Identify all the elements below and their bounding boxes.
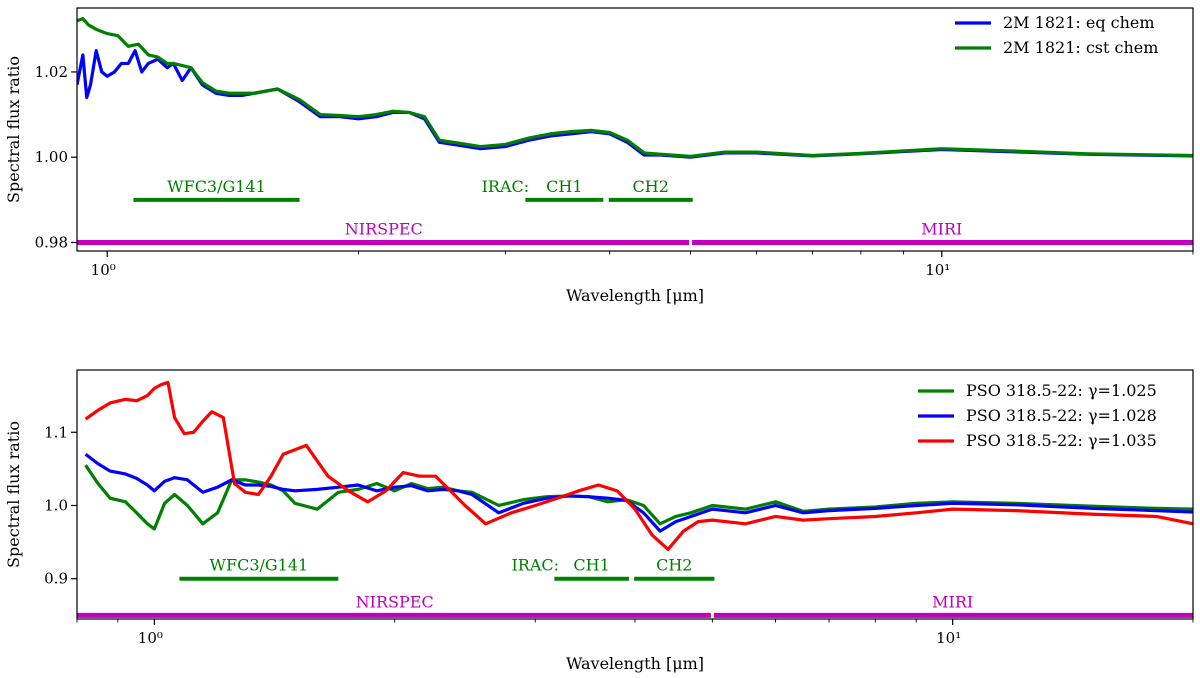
ch1-label: CH1 bbox=[546, 177, 582, 196]
y-tick-label: 1.1 bbox=[44, 423, 68, 441]
y-tick-label: 1.0 bbox=[44, 496, 68, 514]
x-tick-label: 10⁰ bbox=[91, 261, 116, 279]
series-line-1 bbox=[77, 49, 1193, 159]
irac-label: IRAC: bbox=[511, 556, 559, 575]
nirspec-label: NIRSPEC bbox=[345, 219, 423, 238]
ch2-label: CH2 bbox=[656, 556, 692, 575]
x-tick-label: 10¹ bbox=[925, 261, 950, 279]
legend-entry: PSO 318.5-22: γ=1.025 bbox=[966, 381, 1157, 400]
y-tick-label: 0.98 bbox=[35, 233, 68, 251]
plot-area bbox=[77, 380, 1193, 618]
plot-area bbox=[77, 17, 1193, 245]
legend-entry: PSO 318.5-22: γ=1.035 bbox=[966, 431, 1157, 450]
axes-frame bbox=[76, 7, 1194, 252]
x-tick-label: 10¹ bbox=[936, 629, 961, 647]
chart-panel-1: NIRSPEC MIRI WFC3/G141 CH1 CH2 IRAC: 0.98 1.00 1… bbox=[4, 7, 1194, 305]
legend-entry: PSO 318.5-22: γ=1.028 bbox=[966, 406, 1157, 425]
x-axis-label: Wavelength [μm] bbox=[566, 654, 704, 673]
irac-label: IRAC: bbox=[482, 177, 530, 196]
wfc3-label: WFC3/G141 bbox=[167, 177, 266, 196]
miri-label: MIRI bbox=[932, 592, 973, 611]
wfc3-label: WFC3/G141 bbox=[210, 556, 309, 575]
y-tick-label: 1.02 bbox=[35, 63, 68, 81]
legend-entry: 2M 1821: cst chem bbox=[1003, 38, 1158, 57]
y-axis-label: Spectral flux ratio bbox=[4, 421, 23, 568]
x-axis-label: Wavelength [μm] bbox=[566, 286, 704, 305]
y-tick-label: 0.9 bbox=[44, 570, 68, 588]
ch2-label: CH2 bbox=[633, 177, 669, 196]
series-line-3 bbox=[84, 380, 1193, 552]
series-line-2 bbox=[84, 452, 1193, 533]
legend: PSO 318.5-22: γ=1.025 PSO 318.5-22: γ=1.0… bbox=[918, 381, 1157, 450]
y-tick-label: 1.00 bbox=[35, 148, 68, 166]
y-axis-label: Spectral flux ratio bbox=[4, 56, 23, 203]
x-tick-label: 10⁰ bbox=[138, 629, 163, 647]
nirspec-label: NIRSPEC bbox=[356, 592, 434, 611]
series-line-1 bbox=[84, 464, 1193, 531]
series-line-2 bbox=[77, 17, 1193, 158]
ch1-label: CH1 bbox=[573, 556, 609, 575]
legend-entry: 2M 1821: eq chem bbox=[1003, 13, 1155, 32]
chart-panel-2: NIRSPEC MIRI WFC3/G141 CH1 CH2 IRAC: 0.9 1.0 1.1… bbox=[4, 369, 1194, 673]
miri-label: MIRI bbox=[921, 219, 962, 238]
legend: 2M 1821: eq chem 2M 1821: cst chem bbox=[955, 13, 1158, 57]
